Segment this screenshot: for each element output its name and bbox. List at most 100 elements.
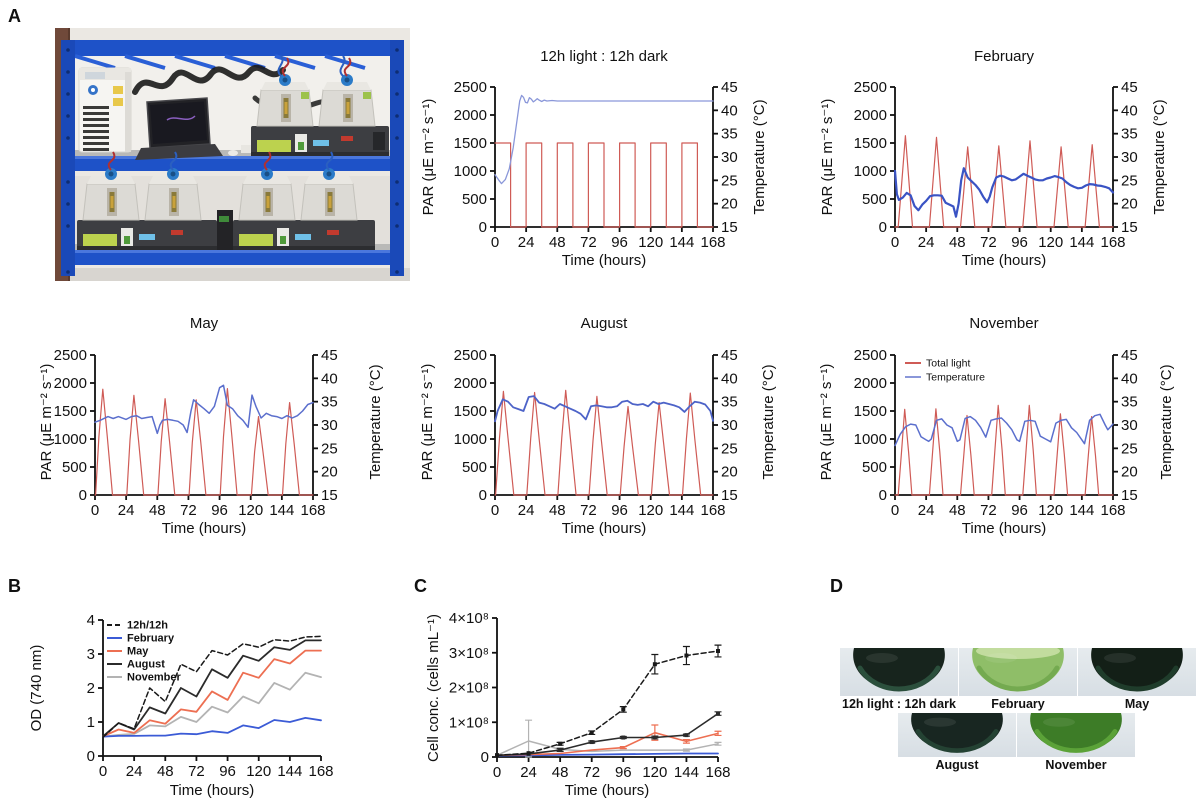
svg-text:45: 45 xyxy=(721,79,738,96)
svg-text:45: 45 xyxy=(1121,79,1138,96)
culture-label-february: February xyxy=(991,697,1045,711)
svg-text:1500: 1500 xyxy=(454,403,487,420)
svg-text:120: 120 xyxy=(1038,234,1063,251)
ylabel-par-august: PAR (μE m⁻² s⁻¹) xyxy=(419,363,436,481)
svg-text:168: 168 xyxy=(308,763,333,780)
ylabel-temp-august: Temperature (°C) xyxy=(760,364,777,480)
svg-text:15: 15 xyxy=(321,487,338,504)
panel-c-label: C xyxy=(414,576,427,596)
svg-text:144: 144 xyxy=(277,763,302,780)
svg-text:1500: 1500 xyxy=(854,403,887,420)
svg-text:40: 40 xyxy=(1121,102,1138,119)
culture-label-august: August xyxy=(935,758,979,772)
svg-text:40: 40 xyxy=(321,370,338,387)
svg-text:1: 1 xyxy=(87,714,95,731)
chart-title-november: November xyxy=(969,315,1039,332)
svg-text:0: 0 xyxy=(891,234,899,251)
svg-text:1500: 1500 xyxy=(54,403,87,420)
svg-text:48: 48 xyxy=(549,502,566,519)
svg-text:72: 72 xyxy=(980,502,997,519)
svg-text:45: 45 xyxy=(321,347,338,364)
svg-text:168: 168 xyxy=(700,234,725,251)
par-chart-cycle: 0 24 48 72 96 120 144 168 0 500 1000 1500 2000 2500 15… xyxy=(454,79,738,251)
flask-cycle-illustration xyxy=(853,648,945,692)
svg-text:2000: 2000 xyxy=(54,375,87,392)
svg-text:120: 120 xyxy=(246,763,271,780)
equipment-photo xyxy=(55,28,410,281)
svg-text:72: 72 xyxy=(583,764,600,781)
svg-text:48: 48 xyxy=(949,502,966,519)
svg-text:1500: 1500 xyxy=(454,135,487,152)
par-chart-august: 0 24 48 72 96 120 144 168 0 500 1000 1500 2000 2500 15… xyxy=(454,347,738,519)
flask-november-illustration xyxy=(1030,713,1122,753)
svg-text:144: 144 xyxy=(1069,502,1094,519)
xlabel-may: Time (hours) xyxy=(161,520,247,537)
svg-text:0: 0 xyxy=(493,764,501,781)
svg-text:30: 30 xyxy=(721,417,738,434)
svg-text:96: 96 xyxy=(611,502,628,519)
svg-text:1500: 1500 xyxy=(854,135,887,152)
svg-text:2×10⁸: 2×10⁸ xyxy=(449,680,489,697)
svg-text:25: 25 xyxy=(1121,440,1138,457)
xlabel-od: Time (hours) xyxy=(169,782,255,799)
svg-text:2000: 2000 xyxy=(454,107,487,124)
culture-photo-cycle xyxy=(840,648,958,696)
svg-text:0: 0 xyxy=(891,502,899,519)
svg-text:120: 120 xyxy=(638,234,663,251)
svg-text:24: 24 xyxy=(518,502,535,519)
svg-text:2500: 2500 xyxy=(854,79,887,96)
svg-text:24: 24 xyxy=(918,234,935,251)
svg-text:168: 168 xyxy=(1100,502,1125,519)
svg-text:30: 30 xyxy=(721,149,738,166)
svg-text:144: 144 xyxy=(1069,234,1094,251)
svg-text:1000: 1000 xyxy=(54,431,87,448)
ylabel-temp-may: Temperature (°C) xyxy=(367,364,384,480)
svg-text:30: 30 xyxy=(1121,417,1138,434)
svg-text:500: 500 xyxy=(462,191,487,208)
svg-text:24: 24 xyxy=(518,234,535,251)
svg-text:2000: 2000 xyxy=(854,107,887,124)
flask-august-illustration xyxy=(911,713,1003,753)
svg-text:25: 25 xyxy=(1121,172,1138,189)
svg-text:168: 168 xyxy=(700,502,725,519)
svg-text:40: 40 xyxy=(721,370,738,387)
svg-text:72: 72 xyxy=(180,502,197,519)
svg-text:72: 72 xyxy=(188,763,205,780)
svg-text:0: 0 xyxy=(479,219,487,236)
cell-concentration-chart: 0 24 48 72 96 120 144 168 0 1×10⁸ 2×10⁸ 3×10⁸ 4×10⁸ xyxy=(449,610,731,781)
svg-text:15: 15 xyxy=(721,219,738,236)
svg-text:120: 120 xyxy=(1038,502,1063,519)
svg-text:15: 15 xyxy=(721,487,738,504)
svg-text:0: 0 xyxy=(99,763,107,780)
svg-text:1000: 1000 xyxy=(454,431,487,448)
svg-text:96: 96 xyxy=(211,502,228,519)
svg-text:24: 24 xyxy=(118,502,135,519)
svg-text:0: 0 xyxy=(87,748,95,765)
svg-text:45: 45 xyxy=(721,347,738,364)
svg-text:24: 24 xyxy=(126,763,143,780)
svg-text:96: 96 xyxy=(615,764,632,781)
svg-text:15: 15 xyxy=(1121,487,1138,504)
svg-text:1000: 1000 xyxy=(854,431,887,448)
culture-label-cycle: 12h light : 12h dark xyxy=(842,697,956,711)
svg-text:August: August xyxy=(127,659,165,671)
svg-text:72: 72 xyxy=(580,502,597,519)
svg-text:35: 35 xyxy=(1121,126,1138,143)
svg-text:120: 120 xyxy=(638,502,663,519)
par-chart-february: 0 24 48 72 96 120 144 168 0 500 1000 1500 2000 2500 15… xyxy=(854,79,1138,251)
svg-text:15: 15 xyxy=(1121,219,1138,236)
photobioreactor-rack-illustration xyxy=(55,28,410,281)
svg-text:168: 168 xyxy=(1100,234,1125,251)
svg-text:0: 0 xyxy=(79,487,87,504)
flask-may-illustration xyxy=(1091,648,1183,692)
chart-title-cycle: 12h light : 12h dark xyxy=(540,48,668,65)
svg-text:35: 35 xyxy=(721,126,738,143)
par-chart-may: 0 24 48 72 96 120 144 168 0 500 1000 1500 2000 2500 15… xyxy=(54,347,338,519)
svg-text:120: 120 xyxy=(238,502,263,519)
svg-text:40: 40 xyxy=(1121,370,1138,387)
svg-text:144: 144 xyxy=(674,764,699,781)
panel-b-label: B xyxy=(8,576,21,596)
svg-text:500: 500 xyxy=(862,191,887,208)
od-growth-chart: 0 24 48 72 96 120 144 168 0 1 2 3 4 12h/12hFebruaryMa… xyxy=(87,612,334,780)
svg-text:48: 48 xyxy=(949,234,966,251)
